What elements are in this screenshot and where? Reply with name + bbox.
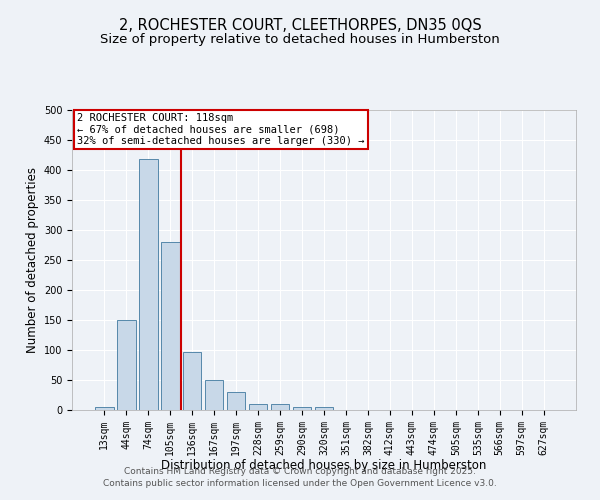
Bar bbox=[205, 380, 223, 410]
Bar bbox=[183, 352, 202, 410]
Bar bbox=[117, 320, 136, 410]
Y-axis label: Number of detached properties: Number of detached properties bbox=[26, 167, 40, 353]
Text: Contains HM Land Registry data © Crown copyright and database right 2025.: Contains HM Land Registry data © Crown c… bbox=[124, 467, 476, 476]
Bar bbox=[227, 392, 245, 410]
Bar bbox=[161, 242, 179, 410]
Text: Size of property relative to detached houses in Humberston: Size of property relative to detached ho… bbox=[100, 32, 500, 46]
Bar bbox=[139, 159, 158, 410]
Text: 2 ROCHESTER COURT: 118sqm
← 67% of detached houses are smaller (698)
32% of semi: 2 ROCHESTER COURT: 118sqm ← 67% of detac… bbox=[77, 113, 365, 146]
Text: Contains public sector information licensed under the Open Government Licence v3: Contains public sector information licen… bbox=[103, 478, 497, 488]
Bar bbox=[95, 407, 113, 410]
X-axis label: Distribution of detached houses by size in Humberston: Distribution of detached houses by size … bbox=[161, 459, 487, 472]
Bar bbox=[293, 407, 311, 410]
Bar bbox=[271, 404, 289, 410]
Bar bbox=[249, 404, 268, 410]
Text: 2, ROCHESTER COURT, CLEETHORPES, DN35 0QS: 2, ROCHESTER COURT, CLEETHORPES, DN35 0Q… bbox=[119, 18, 481, 32]
Bar bbox=[314, 407, 334, 410]
